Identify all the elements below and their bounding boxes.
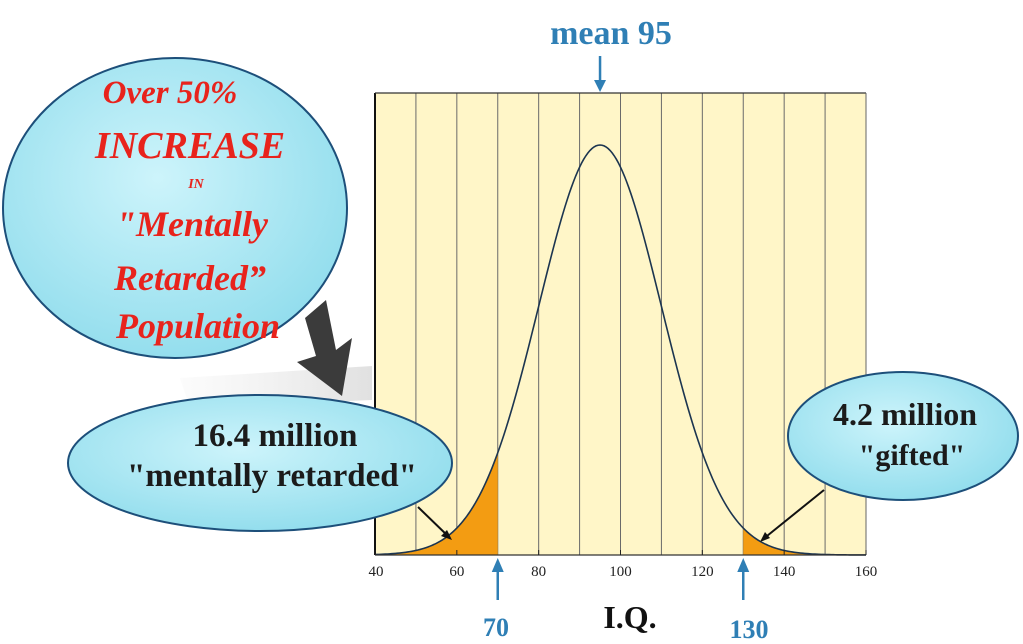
down-arrow-icon — [297, 300, 352, 396]
marker-arrow-icon — [491, 558, 504, 600]
annotation-bubble-gifted — [787, 371, 1019, 501]
pointer-line-gifted — [761, 489, 825, 541]
annotation-line: 16.4 million — [192, 418, 357, 454]
pointer-arrowhead-icon — [760, 532, 770, 542]
x-tick-label: 60 — [449, 564, 464, 580]
pointer-arrowhead-icon — [441, 530, 452, 540]
annotation-bubble-increase — [2, 57, 348, 359]
annotation-line: Population — [115, 306, 280, 346]
marker-label-70: 70 — [483, 613, 509, 642]
annotation-line: Over 50% — [103, 75, 238, 111]
x-tick-label: 160 — [855, 564, 878, 580]
x-tick-label: 140 — [773, 564, 796, 580]
annotation-bubble-retarded — [67, 394, 453, 532]
x-tick-label: 80 — [531, 564, 546, 580]
annotation-line: "mentally retarded" — [127, 458, 417, 494]
shaded-region — [375, 452, 498, 555]
annotation-line: "gifted" — [859, 439, 966, 472]
x-tick-label: 120 — [691, 564, 714, 580]
x-axis-label: I.Q. — [603, 599, 656, 635]
annotation-line: IN — [187, 177, 204, 192]
marker-arrow-icon — [594, 56, 607, 92]
x-tick-label: 100 — [609, 564, 632, 580]
marker-arrows — [491, 56, 750, 600]
marker-label-mean: mean 95 — [550, 15, 672, 52]
annotation-line: INCREASE — [94, 125, 285, 167]
marker-arrow-icon — [737, 558, 750, 600]
annotation-line: 4.2 million — [833, 396, 977, 432]
marker-label-130: 130 — [730, 615, 769, 644]
x-axis-ticks: 40 60 80 100 120 140 160 — [369, 550, 878, 580]
annotation-line: Retarded” — [113, 258, 266, 298]
x-tick-label: 40 — [369, 564, 384, 580]
annotation-line: "Mentally — [116, 204, 269, 244]
